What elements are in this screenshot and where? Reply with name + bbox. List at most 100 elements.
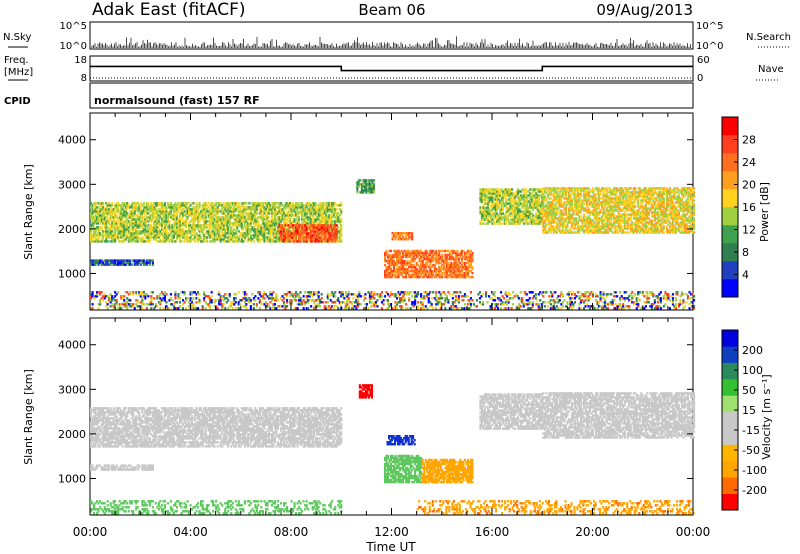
echo-cell (319, 228, 322, 231)
echo-cell (203, 226, 206, 229)
echo-cell (549, 209, 552, 212)
echo-cell (514, 216, 517, 219)
echo-cell (252, 240, 255, 243)
echo-cell (237, 224, 240, 227)
echo-cell (231, 224, 234, 227)
echo-cell (319, 212, 322, 215)
echo-cell (388, 267, 391, 271)
echo-cell (454, 253, 457, 257)
echo-cell (127, 232, 130, 235)
echo-cell (340, 238, 343, 241)
echo-cell (479, 194, 482, 197)
echo-cell (505, 210, 508, 213)
echo-cell (298, 224, 301, 227)
echo-cell (356, 189, 359, 192)
echo-cell (299, 224, 302, 227)
echo-cell (340, 234, 343, 237)
echo-cell (325, 220, 328, 223)
echo-cell (219, 218, 222, 221)
echo-cell (366, 189, 370, 192)
echo-cell (91, 238, 94, 241)
echo-cell (331, 234, 334, 237)
echo-cell (129, 224, 132, 227)
echo-cell (542, 219, 545, 222)
echo-cell (429, 259, 432, 263)
echo-cell (273, 226, 277, 229)
echo-cell (144, 218, 147, 221)
echo-cell (573, 217, 577, 220)
echo-cell (213, 238, 216, 241)
echo-cell (284, 228, 287, 231)
echo-cell (151, 218, 154, 221)
echo-cell (257, 228, 260, 231)
echo-cell (520, 190, 523, 193)
echo-cell (317, 210, 320, 213)
echo-cell (316, 236, 319, 239)
echo-region-7 (542, 187, 696, 234)
echo-cell (515, 210, 518, 213)
echo-cell (575, 201, 578, 204)
echo-cell (150, 259, 153, 262)
echo-cell (266, 228, 269, 231)
echo-cell (228, 210, 231, 213)
echo-cell (133, 204, 136, 207)
echo-cell (287, 216, 290, 219)
echo-cell (105, 234, 108, 237)
nsky-label: N.Sky (3, 32, 31, 43)
echo-cell (548, 211, 551, 214)
echo-cell (391, 271, 394, 275)
echo-cell (177, 228, 180, 231)
echo-cell (554, 211, 557, 214)
echo-cell (369, 189, 373, 192)
echo-cell (311, 234, 314, 237)
echo-cell (390, 275, 393, 279)
echo-cell (210, 220, 213, 223)
echo-cell (319, 220, 322, 223)
echo-cell (517, 216, 520, 219)
echo-cell (106, 240, 109, 243)
echo-cell (266, 214, 269, 217)
echo-cell (338, 238, 341, 241)
echo-cell (365, 191, 368, 194)
echo-cell (103, 218, 106, 221)
echo-cell (126, 222, 129, 225)
echo-cell (91, 214, 94, 217)
echo-cell (557, 189, 560, 192)
echo-cell (189, 214, 192, 217)
echo-cell (188, 202, 191, 205)
echo-cell (283, 220, 286, 223)
echo-cell (287, 238, 290, 241)
echo-cell (560, 211, 563, 214)
echo-cell (279, 204, 283, 207)
echo-cell (251, 220, 254, 223)
echo-cell (121, 240, 124, 243)
echo-cell (319, 226, 322, 229)
echo-cell (471, 253, 474, 257)
echo-cell (243, 224, 246, 227)
echo-cell (210, 216, 213, 219)
echo-cell (215, 224, 218, 227)
echo-cell (183, 212, 186, 215)
echo-cell (133, 259, 136, 262)
echo-cell (123, 228, 126, 231)
echo-cell (276, 202, 280, 205)
echo-cell (290, 208, 293, 211)
echo-cell (323, 240, 326, 243)
echo-cell (207, 230, 210, 233)
echo-cell (112, 216, 115, 219)
echo-cell (240, 214, 243, 217)
echo-cell (263, 202, 266, 205)
echo-cell (545, 231, 548, 234)
echo-cell (182, 214, 185, 217)
echo-cell (191, 228, 194, 231)
echo-cell (328, 228, 331, 231)
echo-cell (479, 188, 482, 191)
echo-cell (136, 261, 139, 264)
echo-cell (233, 206, 236, 209)
echo-cell (150, 224, 153, 227)
echo-cell (326, 206, 329, 209)
echo-cell (239, 222, 242, 225)
echo-cell (491, 222, 494, 225)
power-echo-layer (90, 179, 696, 310)
echo-cell (124, 220, 127, 223)
